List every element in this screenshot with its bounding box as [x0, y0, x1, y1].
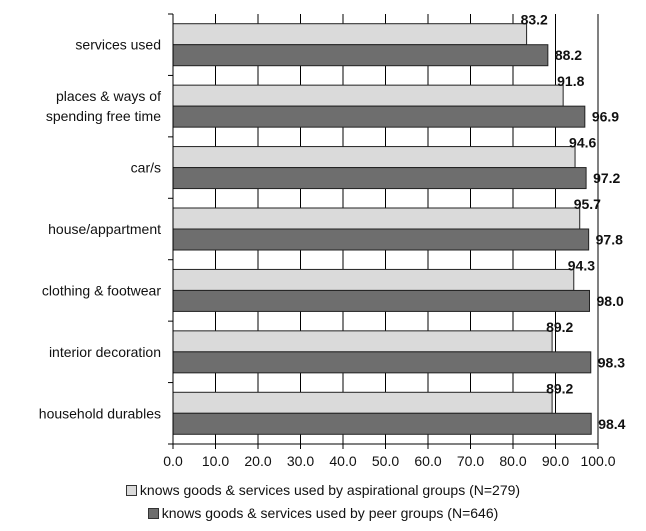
category-label: services used	[75, 37, 161, 53]
x-tick-label: 30.0	[287, 453, 314, 469]
x-tick-label: 50.0	[372, 453, 399, 469]
x-tick-label: 10.0	[202, 453, 229, 469]
legend-swatch-aspirational	[125, 485, 137, 496]
category-label: household durables	[39, 405, 161, 421]
x-tick-label: 20.0	[244, 453, 271, 469]
data-label: 91.8	[557, 73, 584, 89]
data-label: 96.9	[592, 109, 619, 125]
data-label: 88.2	[555, 47, 582, 63]
x-tick-label: 90.0	[542, 453, 569, 469]
bar-peer	[172, 44, 549, 67]
category-label: house/appartment	[48, 221, 161, 237]
bar-peer	[172, 228, 590, 251]
bar-aspirational	[172, 268, 575, 291]
data-label: 98.0	[597, 293, 624, 309]
data-label: 94.6	[569, 135, 596, 151]
category-label: car/s	[131, 160, 161, 176]
data-label: 97.2	[593, 170, 620, 186]
bar-aspirational	[172, 391, 553, 414]
bar-aspirational	[172, 146, 576, 169]
x-tick-label: 70.0	[457, 453, 484, 469]
data-label: 89.2	[546, 380, 573, 396]
bar-aspirational	[172, 207, 581, 230]
legend-label-aspirational: knows goods & services used by aspiratio…	[139, 482, 521, 498]
data-label: 95.7	[574, 196, 601, 212]
category-label: clothing & footwear	[42, 282, 161, 298]
x-tick-label: 80.0	[499, 453, 526, 469]
category-label: interior decoration	[49, 344, 161, 360]
category-label: places & ways of spending free time	[46, 88, 161, 124]
legend-label-peer: knows goods & services used by peer grou…	[161, 505, 499, 521]
x-tick-label: 60.0	[414, 453, 441, 469]
bar-aspirational	[172, 330, 553, 353]
bar-peer	[172, 105, 586, 128]
x-tick-label: 0.0	[163, 453, 183, 469]
bar-peer	[172, 289, 590, 312]
data-label: 98.3	[598, 354, 625, 370]
x-tick-label: 40.0	[329, 453, 356, 469]
bar-aspirational	[172, 84, 564, 107]
bar-aspirational	[172, 23, 528, 46]
legend-item-aspirational: knows goods & services used by aspiratio…	[0, 482, 646, 498]
legend-swatch-peer	[147, 508, 159, 519]
data-label: 97.8	[596, 232, 623, 248]
data-label: 98.4	[598, 416, 625, 432]
bar-peer	[172, 351, 592, 374]
x-tick-label: 100.0	[580, 453, 615, 469]
data-label: 94.3	[568, 257, 595, 273]
data-label: 89.2	[546, 319, 573, 335]
data-label: 83.2	[521, 12, 548, 28]
bar-peer	[172, 167, 587, 190]
bar-peer	[172, 412, 592, 435]
legend-item-peer: knows goods & services used by peer grou…	[0, 505, 646, 521]
